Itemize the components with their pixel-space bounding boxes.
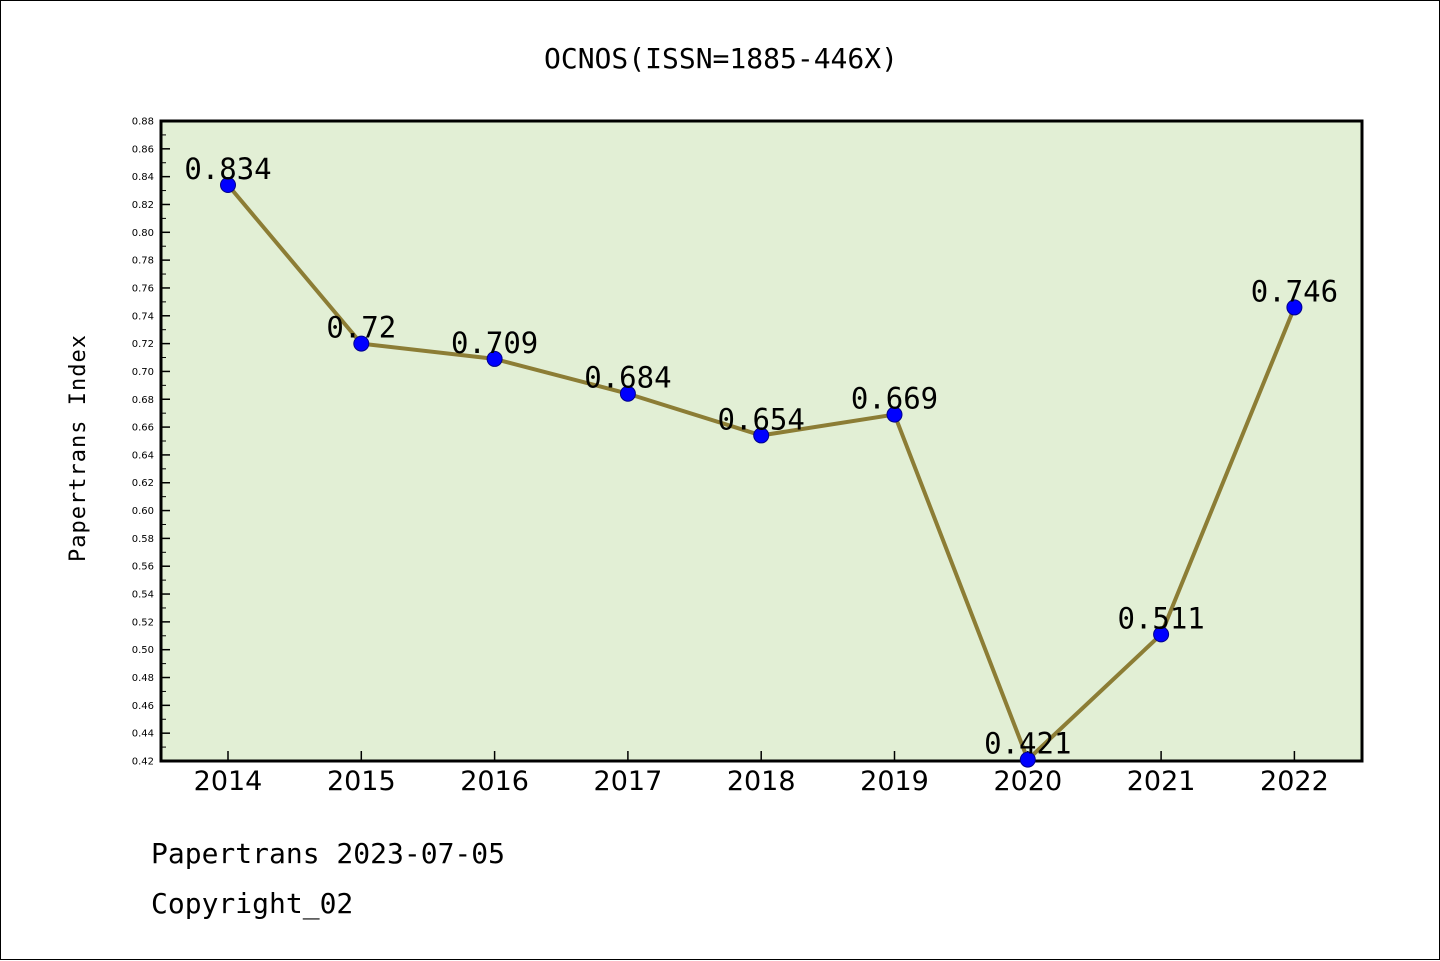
series-papertrans-index [220, 177, 1303, 768]
x-tick-label: 2019 [860, 766, 929, 797]
y-tick-label: 0.78 [132, 256, 154, 267]
data-labels: 0.834 0.72 0.709 0.684 0.654 0.669 0.421 0.511 0… [184, 152, 1338, 761]
x-tick-label: 2021 [1127, 766, 1196, 797]
data-point [886, 406, 903, 423]
y-tick-label: 0.42 [132, 757, 154, 768]
y-tick-label: 0.68 [132, 395, 154, 406]
y-tick-label: 0.62 [132, 478, 154, 489]
y-tick-label: 0.82 [132, 200, 154, 211]
y-tick-label: 0.70 [132, 367, 154, 378]
y-tick-label: 0.54 [132, 590, 154, 601]
data-label: 0.72 [326, 311, 396, 345]
data-label: 0.669 [851, 382, 938, 416]
y-axis-ticks: 0.42 0.44 0.46 0.48 0.50 0.52 0.54 0.56 0.58 0.60… [132, 117, 170, 768]
data-point [619, 385, 636, 402]
x-tick-label: 2020 [993, 766, 1062, 797]
x-tick-label: 2018 [727, 766, 796, 797]
y-tick-label: 0.76 [132, 283, 154, 294]
x-tick-label: 2015 [327, 766, 396, 797]
data-label: 0.511 [1117, 601, 1204, 635]
y-tick-label: 0.58 [132, 534, 154, 545]
footer-date: Papertrans 2023-07-05 [151, 837, 506, 870]
data-point [1153, 626, 1170, 643]
data-label: 0.834 [184, 152, 271, 186]
y-tick-label: 0.86 [132, 144, 154, 155]
data-point [486, 350, 503, 367]
y-tick-label: 0.44 [132, 729, 154, 740]
footer-copyright: Copyright_02 [151, 887, 354, 920]
x-tick-label: 2022 [1260, 766, 1329, 797]
x-tick-label: 2016 [460, 766, 529, 797]
y-tick-label: 0.72 [132, 339, 154, 350]
data-point [353, 335, 370, 352]
y-tick-label: 0.48 [132, 673, 154, 684]
data-point [1019, 751, 1036, 768]
data-label: 0.746 [1251, 274, 1338, 308]
y-tick-label: 0.74 [132, 311, 154, 322]
data-point [753, 427, 770, 444]
y-tick-label: 0.60 [132, 506, 154, 517]
y-tick-label: 0.56 [132, 562, 154, 573]
chart-title: OCNOS(ISSN=1885-446X) [544, 42, 898, 75]
data-label: 0.421 [984, 727, 1071, 761]
data-point [1286, 299, 1303, 316]
y-tick-label: 0.80 [132, 228, 154, 239]
y-tick-label: 0.84 [132, 172, 154, 183]
x-axis-ticks: 2014 2015 2016 2017 2018 2019 2020 2021 2022 [194, 751, 1329, 797]
data-label: 0.684 [584, 361, 671, 395]
data-label: 0.654 [718, 402, 805, 436]
y-axis-label: Papertrans Index [66, 334, 91, 562]
data-point [220, 177, 236, 193]
y-tick-label: 0.88 [132, 117, 154, 128]
y-tick-label: 0.66 [132, 423, 154, 434]
y-tick-label: 0.52 [132, 617, 154, 628]
y-tick-label: 0.46 [132, 701, 154, 712]
y-tick-label: 0.64 [132, 450, 154, 461]
data-label: 0.709 [451, 326, 538, 360]
x-tick-label: 2017 [594, 766, 663, 797]
x-tick-label: 2014 [194, 766, 263, 797]
y-tick-label: 0.50 [132, 645, 154, 656]
